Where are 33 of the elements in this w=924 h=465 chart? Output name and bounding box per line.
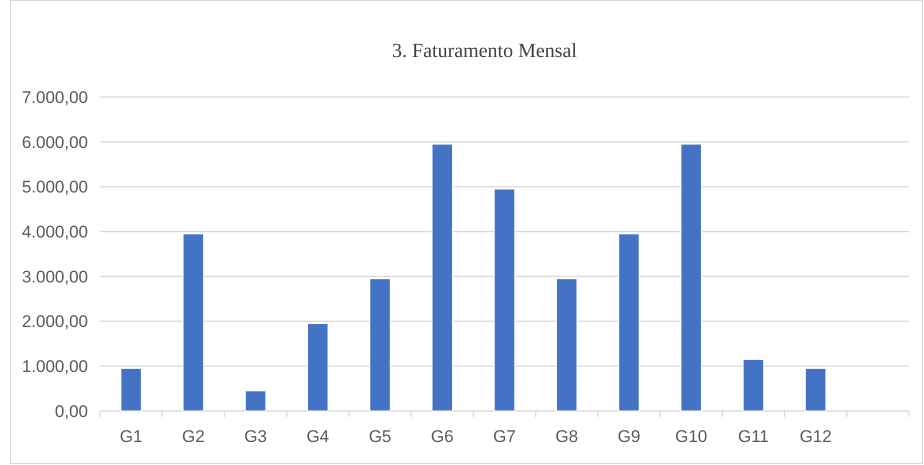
bar bbox=[804, 368, 826, 412]
y-tick-label: 1.000,00 bbox=[22, 357, 88, 376]
x-tick-label: G9 bbox=[618, 427, 640, 446]
x-tick-label: G1 bbox=[120, 427, 142, 446]
x-tick-label: G2 bbox=[182, 427, 205, 446]
y-tick-label: 2.000,00 bbox=[22, 312, 88, 332]
x-tick-label: G4 bbox=[306, 427, 330, 446]
bar bbox=[742, 358, 764, 412]
x-tick-label: G11 bbox=[738, 427, 769, 446]
x-tick-label: G7 bbox=[493, 427, 516, 446]
x-tick-label: G5 bbox=[368, 427, 392, 446]
bar bbox=[182, 233, 204, 412]
bar bbox=[244, 390, 266, 412]
y-tick-label: 6.000,00 bbox=[22, 132, 88, 152]
bar bbox=[120, 368, 142, 412]
bar bbox=[680, 144, 702, 412]
bar bbox=[432, 144, 454, 412]
x-tick-label: G12 bbox=[800, 427, 832, 446]
chart-title: 3. Faturamento Mensal bbox=[392, 40, 578, 62]
x-tick-label: G3 bbox=[244, 427, 267, 446]
y-tick-label: 5.000,00 bbox=[22, 178, 88, 197]
y-tick-label: 0,00 bbox=[54, 402, 88, 421]
y-tick-label: 7.000,00 bbox=[22, 88, 88, 107]
bar bbox=[494, 188, 516, 412]
bar bbox=[307, 323, 329, 412]
bar bbox=[369, 278, 391, 412]
y-tick-label: 4.000,00 bbox=[22, 222, 88, 242]
x-tick-label: G6 bbox=[430, 427, 454, 446]
y-tick-label: 3.000,00 bbox=[22, 267, 88, 286]
x-tick-label: G8 bbox=[555, 427, 578, 446]
bar bbox=[556, 278, 578, 412]
x-tick-label: G10 bbox=[675, 427, 708, 446]
bar bbox=[618, 233, 640, 412]
